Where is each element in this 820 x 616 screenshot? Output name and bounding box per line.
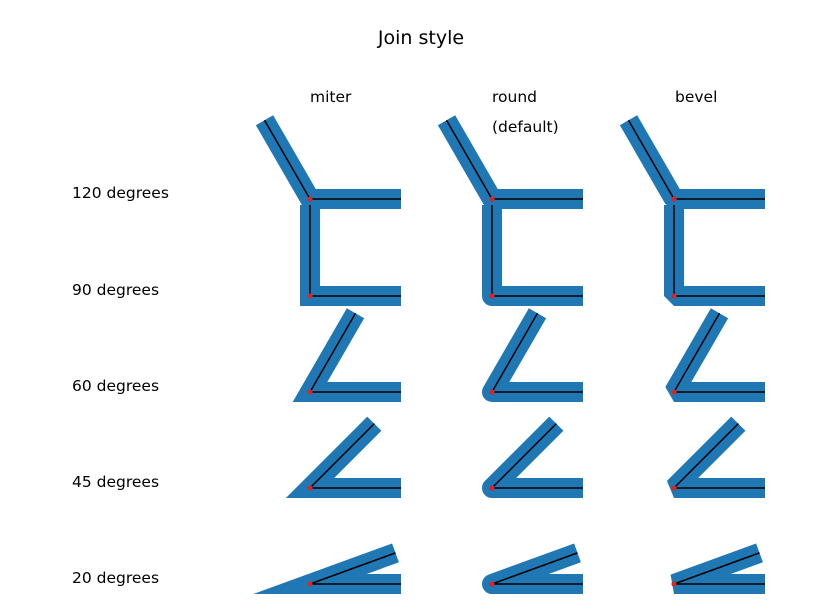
vertex-dot [489, 485, 495, 491]
row-label-120: 120 degrees [72, 184, 169, 202]
thick-line [482, 308, 583, 402]
join-glyph-miter-45 [285, 416, 401, 498]
thick-line [619, 115, 765, 209]
vertex-dot [489, 293, 495, 299]
join-glyph-bevel-90 [664, 205, 765, 306]
column-header-miter: miter [310, 88, 352, 106]
vertex-dot [307, 293, 313, 299]
thick-line [300, 205, 401, 306]
vertex-dot [489, 581, 495, 587]
thick-line [255, 115, 401, 209]
join-glyph-round-90 [482, 205, 583, 306]
thick-line [285, 416, 401, 498]
join-glyph-bevel-45 [666, 416, 765, 498]
row-label-90: 90 degrees [72, 281, 159, 299]
vertex-dot [307, 389, 313, 395]
vertex-dot [671, 581, 677, 587]
join-glyph-bevel-20 [670, 543, 765, 594]
join-glyph-miter-60 [292, 308, 401, 402]
thick-line [664, 205, 765, 306]
vertex-dot [671, 196, 677, 202]
join-glyph-bevel-120 [619, 115, 765, 209]
row-label-45: 45 degrees [72, 473, 159, 491]
vertex-dot [489, 196, 495, 202]
vertex-dot [307, 485, 313, 491]
thin-line [309, 205, 401, 297]
thin-line [673, 205, 765, 297]
vertex-dot [489, 389, 495, 395]
join-glyph-miter-90 [300, 205, 401, 306]
thick-line [482, 416, 583, 498]
thick-line [482, 205, 583, 306]
thin-line [491, 205, 583, 297]
join-glyph-round-45 [482, 416, 583, 498]
column-subheader-round: (default) [492, 118, 559, 136]
row-label-20: 20 degrees [72, 569, 159, 587]
vertex-dot [671, 293, 677, 299]
thick-line [666, 416, 765, 498]
vertex-dot [307, 196, 313, 202]
figure-title: Join style [377, 27, 464, 49]
join-glyph-round-20 [482, 543, 583, 594]
join-glyph-bevel-60 [665, 308, 765, 402]
column-header-bevel: bevel [675, 88, 717, 106]
column-header-round: round [492, 88, 537, 106]
join-glyph-round-60 [482, 308, 583, 402]
vertex-dot [307, 581, 313, 587]
thick-line [292, 308, 401, 402]
vertex-dot [671, 389, 677, 395]
join-glyph-miter-20 [253, 543, 401, 594]
row-label-60: 60 degrees [72, 377, 159, 395]
join-glyph-round-120 [437, 115, 583, 209]
vertex-dot [671, 485, 677, 491]
join-glyph-miter-120 [255, 115, 401, 209]
thick-line [665, 308, 765, 402]
